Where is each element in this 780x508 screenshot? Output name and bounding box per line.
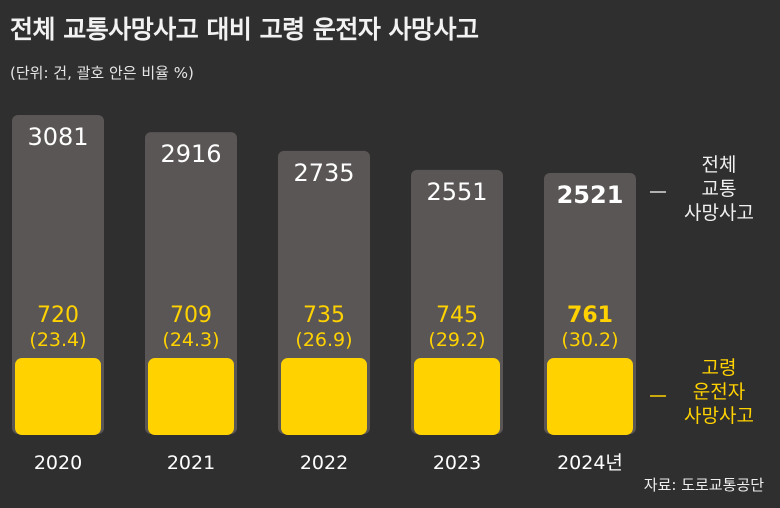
x-tick-label: 2020 bbox=[34, 452, 82, 474]
elderly-share-label: (24.3) bbox=[162, 329, 219, 351]
elderly-share-label: (23.4) bbox=[29, 329, 86, 351]
legend-total-label: 교통 bbox=[702, 178, 737, 200]
elderly-share-label: (29.2) bbox=[428, 329, 485, 351]
legend-total-label: 전체 bbox=[702, 154, 737, 176]
total-bar bbox=[12, 115, 104, 434]
elderly-value-label: 720 bbox=[37, 303, 79, 328]
legend-elderly-label: 사망사고 bbox=[684, 405, 754, 427]
chart-title: 전체 교통사망사고 대비 고령 운전자 사망사고 bbox=[10, 15, 479, 44]
total-value-label: 2916 bbox=[160, 140, 221, 168]
elderly-bar bbox=[15, 358, 101, 435]
x-tick-label: 2022 bbox=[300, 452, 348, 474]
total-value-label: 3081 bbox=[27, 123, 88, 151]
elderly-share-label: (26.9) bbox=[295, 329, 352, 351]
elderly-value-label: 761 bbox=[567, 303, 613, 328]
elderly-share-label: (30.2) bbox=[561, 329, 618, 351]
x-tick-label: 2023 bbox=[433, 452, 481, 474]
chart-subtitle: (단위: 건, 괄호 안은 비율 %) bbox=[10, 64, 194, 82]
elderly-bar bbox=[414, 358, 500, 435]
legend-elderly-label: 운전자 bbox=[693, 381, 745, 403]
elderly-value-label: 709 bbox=[170, 303, 212, 328]
legend-total-label: 사망사고 bbox=[684, 202, 754, 224]
x-tick-label: 2021 bbox=[167, 452, 215, 474]
legend-elderly-label: 고령 bbox=[702, 357, 737, 379]
elderly-value-label: 745 bbox=[436, 303, 478, 328]
elderly-value-label: 735 bbox=[303, 303, 345, 328]
total-value-label: 2551 bbox=[426, 178, 487, 206]
total-value-label: 2521 bbox=[557, 181, 624, 209]
elderly-bar bbox=[148, 358, 234, 435]
source-note: 자료: 도로교통공단 bbox=[643, 476, 764, 494]
elderly-bar bbox=[547, 358, 633, 435]
total-value-label: 2735 bbox=[293, 159, 354, 187]
x-tick-label: 2024년 bbox=[557, 452, 623, 474]
elderly-bar bbox=[281, 358, 367, 435]
